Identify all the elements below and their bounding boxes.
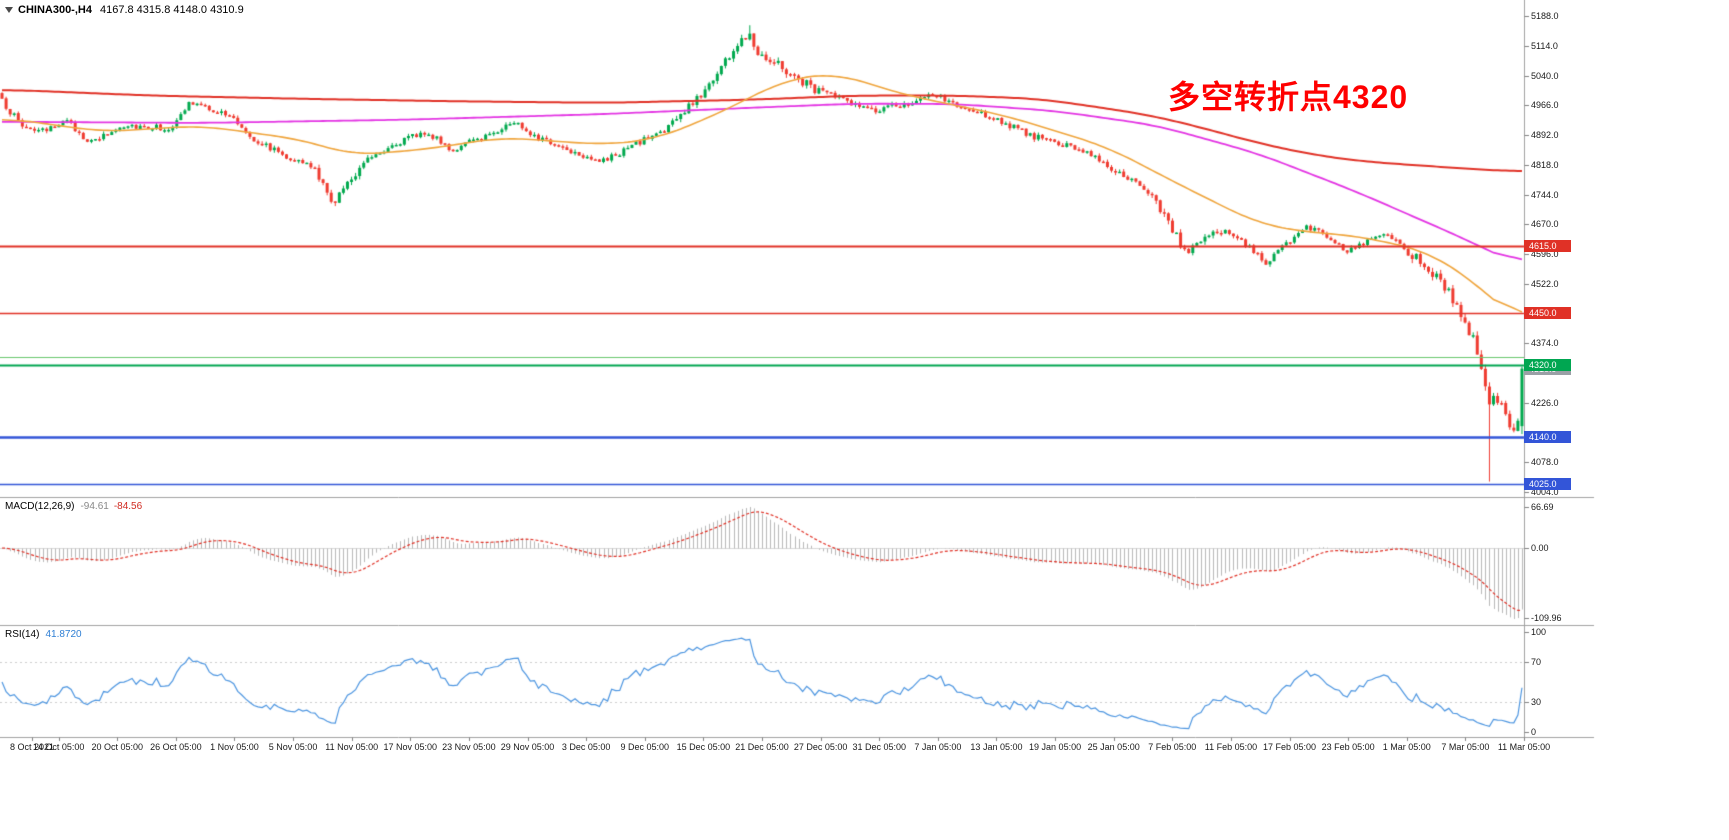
price-tick-label: 5040.0 — [1531, 70, 1559, 81]
time-axis-label: 9 Dec 05:00 — [620, 742, 670, 752]
price-tick-label: 4078.0 — [1531, 457, 1559, 468]
time-axis-label: 23 Nov 05:00 — [442, 742, 496, 752]
macd-tick-label: 66.69 — [1531, 502, 1554, 512]
rsi-tick-label: 30 — [1531, 697, 1542, 707]
ohlc-values: 4167.8 4315.8 4148.0 4310.9 — [99, 4, 244, 16]
time-axis-label: 17 Nov 05:00 — [383, 742, 438, 752]
time-axis-label: 8 Oct 2021 — [9, 742, 55, 752]
time-axis-label: 7 Mar 05:00 — [1441, 742, 1490, 752]
macd-main-value: -94.61 — [80, 501, 109, 512]
price-tick-label: 4004.0 — [1531, 487, 1559, 497]
time-axis-label: 11 Nov 05:00 — [325, 742, 379, 752]
time-axis-label: 14 Oct 05:00 — [32, 742, 85, 752]
time-axis-label: 27 Dec 05:00 — [793, 742, 848, 752]
rsi-indicator-label: RSI(14) 41.8720 — [5, 629, 82, 640]
symbol-name: CHINA300-,H4 — [18, 4, 92, 16]
price-tick-label: 4226.0 — [1531, 397, 1559, 408]
macd-name: MACD(12,26,9) — [5, 501, 75, 512]
price-tick-label: 4374.0 — [1531, 338, 1559, 349]
quote-line: CHINA300-,H4 4167.8 4315.8 4148.0 4310.9 — [5, 4, 244, 16]
expand-arrow-icon[interactable] — [5, 7, 13, 14]
price-tick-label: 4744.0 — [1531, 189, 1559, 200]
time-axis-label: 11 Feb 05:00 — [1204, 742, 1258, 752]
price-line-badge: 4140.0 — [1524, 431, 1571, 444]
price-line-badge: 4450.0 — [1524, 306, 1571, 319]
time-axis-label: 23 Feb 05:00 — [1321, 742, 1375, 752]
time-axis-label: 1 Mar 05:00 — [1382, 742, 1431, 752]
time-axis-label: 7 Feb 05:00 — [1148, 742, 1197, 752]
macd-signal-value: -84.56 — [113, 501, 143, 512]
rsi-tick-label: 0 — [1531, 727, 1537, 737]
macd-tick-label: 0.00 — [1531, 543, 1549, 553]
time-axis-label: 13 Jan 05:00 — [970, 742, 1023, 752]
time-axis-label: 11 Mar 05:00 — [1497, 742, 1551, 752]
price-line-badge: 4615.0 — [1524, 240, 1571, 253]
time-axis-label: 17 Feb 05:00 — [1263, 742, 1317, 752]
time-axis-label: 1 Nov 05:00 — [210, 742, 259, 752]
rsi-tick-label: 100 — [1531, 627, 1547, 637]
price-tick-label: 5114.0 — [1531, 40, 1558, 51]
time-axis-label: 21 Dec 05:00 — [735, 742, 789, 752]
price-tick-label: 4966.0 — [1531, 100, 1559, 111]
price-tick-label: 4818.0 — [1531, 159, 1559, 170]
time-axis-label: 25 Jan 05:00 — [1087, 742, 1140, 752]
time-axis-label: 20 Oct 05:00 — [91, 742, 143, 752]
rsi-tick-label: 70 — [1531, 657, 1542, 667]
time-axis-label: 3 Dec 05:00 — [561, 742, 611, 752]
time-axis-label: 26 Oct 05:00 — [150, 742, 202, 752]
price-line-badge: 4320.0 — [1524, 358, 1571, 371]
macd-tick-label: -109.96 — [1531, 613, 1562, 623]
price-tick-label: 4892.0 — [1531, 130, 1559, 140]
price-tick-label: 4670.0 — [1531, 219, 1559, 230]
time-axis-label: 5 Nov 05:00 — [268, 742, 318, 752]
time-axis-label: 7 Jan 05:00 — [914, 742, 962, 752]
price-tick-label: 4522.0 — [1531, 278, 1559, 289]
macd-indicator-label: MACD(12,26,9) -94.61 -84.56 — [5, 501, 142, 512]
price-tick-label: 4596.0 — [1531, 249, 1559, 259]
price-tick-label: 5188.0 — [1531, 11, 1559, 21]
price-line-badge: 4025.0 — [1524, 477, 1571, 490]
rsi-value: 41.8720 — [45, 629, 82, 640]
rsi-name: RSI(14) — [5, 629, 40, 640]
time-axis-label: 29 Nov 05:00 — [500, 742, 555, 752]
time-axis-label: 19 Jan 05:00 — [1029, 742, 1082, 752]
time-axis-label: 31 Dec 05:00 — [852, 742, 906, 752]
time-axis-label: 15 Dec 05:00 — [676, 742, 731, 752]
annotation-text[interactable]: 多空转折点4320 — [1168, 79, 1409, 115]
